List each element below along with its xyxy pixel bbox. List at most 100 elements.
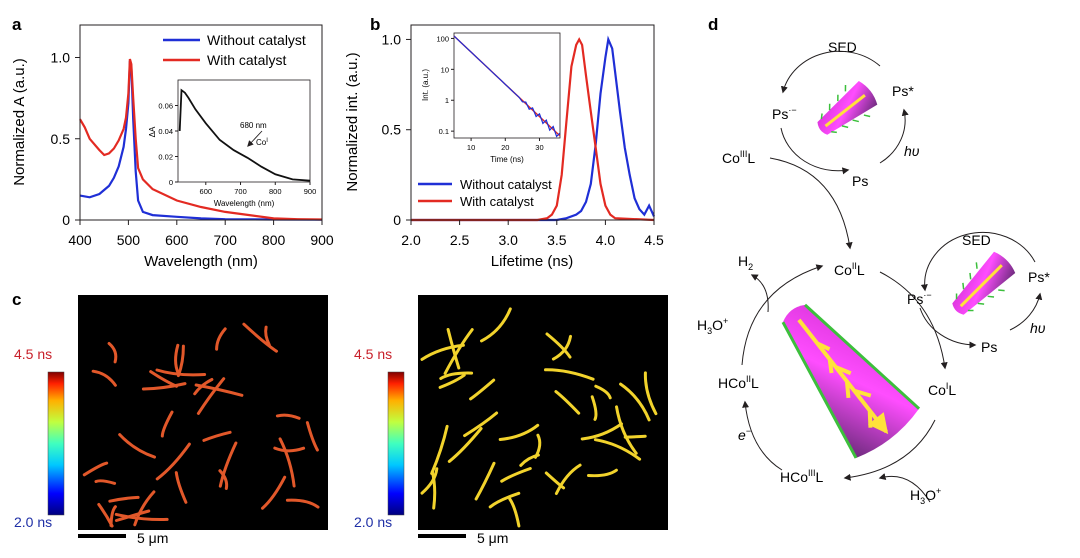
- fiber: [554, 390, 581, 415]
- scalebar-left: [78, 534, 126, 538]
- fiber: [447, 427, 483, 463]
- fiber: [469, 378, 496, 401]
- panel-label-d: d: [708, 15, 718, 34]
- chart-a-legend-label: Without catalyst: [207, 32, 306, 48]
- fiber: [519, 453, 540, 467]
- chart-a-ylabel: Normalized A (a.u.): [11, 58, 28, 186]
- d-nanorod-right: [952, 251, 1016, 315]
- fiber: [305, 421, 319, 452]
- fiber: [474, 461, 496, 501]
- chart-a-ytick-label: 0: [62, 212, 70, 228]
- d-arrow-h3o-bottom: [878, 473, 931, 503]
- chart-a-legend: Without catalyst With catalyst: [163, 32, 306, 68]
- fiber: [545, 332, 572, 359]
- fiber: [109, 505, 117, 527]
- chart-b-series: [411, 35, 656, 222]
- chart-a-inset-ytick-label: 0.02: [158, 153, 173, 162]
- fiber: [114, 509, 151, 522]
- d-arrow-co1-to-hco3: [843, 419, 936, 481]
- chart-a-inset-xlabel: Wavelength (nm): [214, 199, 275, 208]
- colorbar-left-top: 4.5 ns: [14, 346, 52, 362]
- d-nanorod-center: [781, 303, 921, 459]
- d-arrow-top-cycle-c: [879, 108, 909, 164]
- chart-a-inset-arrow: [247, 130, 263, 147]
- chart-b-ylabel: Normalized int. (a.u.): [344, 52, 361, 191]
- d-arrow-right-cycle-c: [1009, 292, 1043, 331]
- d-sed-right: SED: [962, 232, 991, 248]
- fiber: [275, 413, 301, 420]
- chart-a-xlabel: Wavelength (nm): [144, 253, 258, 270]
- chart-a-inset-ytick-label: 0: [169, 178, 173, 187]
- fiber: [261, 475, 287, 510]
- chart-b-inset-ylabel: Int. (a.u.): [421, 69, 430, 101]
- fiber: [593, 438, 642, 461]
- d-arrow-right-cycle-a: [920, 231, 1036, 292]
- chart-a-inset-ticks: 600 700 800 900 0 0.02 0.04 0.06: [158, 102, 316, 197]
- chart-a-xtick-label: 700: [214, 232, 238, 248]
- panel-label-a: a: [12, 15, 22, 34]
- d-arrow-top-cycle-b: [780, 127, 850, 175]
- fiber: [554, 463, 582, 495]
- fiber: [193, 378, 214, 396]
- chart-b-series-line-1: [411, 37, 655, 222]
- chart-a-frame: [79, 24, 323, 221]
- fiber: [438, 373, 466, 389]
- chart-a-inset-ytick-label: 0.04: [158, 127, 173, 136]
- chart-a: 400 500 600 700 800 900 0 0.5 1.0 Wavelength (n…: [11, 24, 334, 270]
- fiber: [420, 467, 439, 495]
- d-ps-top: Ps: [852, 173, 868, 189]
- fiber: [643, 371, 658, 416]
- fiber: [619, 382, 651, 422]
- fiber: [218, 469, 229, 490]
- chart-a-inset-xtick-label: 900: [304, 187, 317, 196]
- fibers-right: [420, 307, 658, 528]
- d-co1l: CoIL: [928, 381, 956, 398]
- d-arrow-hco2-to-co2: [741, 264, 824, 366]
- fiber: [118, 433, 156, 459]
- chart-b-xtick-label: 3.5: [547, 232, 567, 248]
- scalebar-left-label: 5 μm: [137, 530, 168, 546]
- d-ps-radical-top: Ps·−: [772, 105, 797, 122]
- fiber: [264, 325, 271, 347]
- colorbar-left: [47, 371, 65, 516]
- chart-b-xtick-label: 4.0: [596, 232, 616, 248]
- chart-a-series-line-1: [79, 58, 323, 221]
- chart-a-inset-xtick-label: 600: [200, 187, 213, 196]
- scalebar-right-label: 5 μm: [477, 530, 508, 546]
- chart-b-inset-xtick-label: 20: [501, 143, 509, 152]
- colorbar-right-top: 4.5 ns: [354, 346, 392, 362]
- fiber: [82, 461, 109, 477]
- chart-b-inset-line-without: [453, 35, 561, 138]
- chart-b-ytick-label: 0: [393, 212, 401, 228]
- d-hco3l: HCoIIIL: [780, 468, 824, 485]
- fiber: [218, 441, 238, 488]
- fiber: [615, 405, 638, 455]
- chart-b-ytick-label: 0.5: [382, 122, 402, 138]
- chart-b: 2.0 2.5 3.0 3.5 4.0 4.5 0 0.5 1.0 Lifetime (ns)…: [344, 24, 664, 270]
- fiber: [114, 512, 169, 522]
- d-arrow-co3-to-co2: [769, 157, 853, 250]
- fibers-left: [82, 322, 320, 528]
- fiber: [278, 437, 296, 488]
- chart-b-xtick-label: 2.0: [401, 232, 421, 248]
- d-ps-right: Ps: [981, 339, 997, 355]
- fiber: [508, 497, 521, 528]
- chart-b-inset-ytick-label: 100: [436, 34, 449, 43]
- chart-a-xticks: 400 500 600 700 800 900: [68, 220, 334, 248]
- d-nanorod-top: [817, 80, 878, 135]
- fiber: [544, 471, 566, 490]
- d-arrow-co2-to-co1: [879, 271, 948, 370]
- fiber: [498, 423, 540, 441]
- fiber: [439, 371, 474, 380]
- chart-a-xtick-label: 400: [68, 232, 92, 248]
- panel-d-scheme: SED Ps·− Ps* hυ Ps CoIIIL CoIIL CoIL HCo…: [697, 39, 1050, 506]
- chart-b-legend-label: With catalyst: [460, 194, 534, 209]
- fiber: [443, 328, 474, 375]
- chart-b-xtick-label: 2.5: [450, 232, 470, 248]
- chart-b-yticks: 0 0.5 1.0: [382, 31, 411, 228]
- chart-a-ytick-label: 0.5: [51, 131, 71, 147]
- d-electron: e−: [738, 426, 751, 443]
- fiber: [215, 327, 227, 351]
- fiber: [94, 479, 117, 485]
